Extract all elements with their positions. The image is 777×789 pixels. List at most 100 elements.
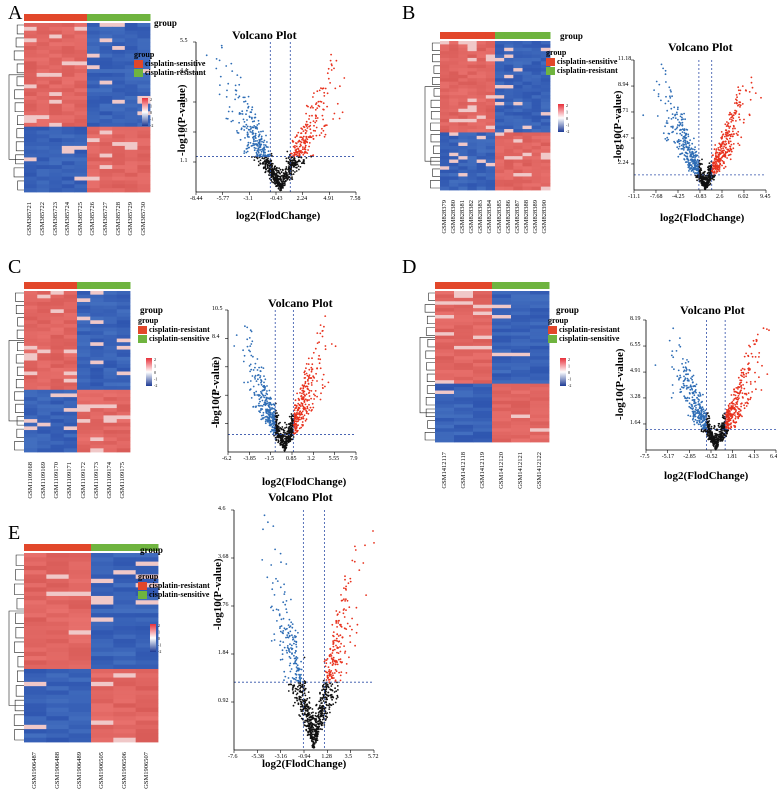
volcano-point-c xyxy=(281,426,283,428)
heat-cell-a xyxy=(24,123,37,127)
volcano-point-b xyxy=(679,133,681,135)
heat-cell-d xyxy=(435,439,454,443)
volcano-point-a xyxy=(302,154,304,156)
heat-cell-d xyxy=(454,373,473,377)
heat-cell-b xyxy=(523,143,533,147)
heat-cell-b xyxy=(486,153,496,157)
volcano-point-a xyxy=(253,145,255,147)
heat-cell-c xyxy=(90,306,104,310)
heat-cell-a xyxy=(62,131,75,135)
volcano-point-b xyxy=(734,102,736,104)
heat-cell-b xyxy=(513,102,523,106)
volcano-point-c xyxy=(283,449,285,451)
volcano-point-b xyxy=(676,128,678,130)
volcano-point-b xyxy=(738,116,740,118)
heat-cell-d xyxy=(435,332,454,336)
heat-cell-a xyxy=(62,169,75,173)
volcano-point-c xyxy=(308,392,310,394)
volcano-point-b xyxy=(719,163,721,165)
heat-cell-a xyxy=(125,81,138,85)
group-bar-c-0 xyxy=(24,282,38,289)
x-tick-b: 9.45 xyxy=(760,194,771,200)
volcano-point-a xyxy=(306,152,308,154)
heat-cell-c xyxy=(104,415,118,419)
volcano-point-d xyxy=(692,399,694,401)
heat-cell-a xyxy=(112,188,125,192)
heat-cell-a xyxy=(62,123,75,127)
heat-cell-c xyxy=(37,313,51,317)
heat-cell-a xyxy=(62,180,75,184)
heat-cell-c xyxy=(104,386,118,390)
volcano-point-a xyxy=(316,135,318,137)
heat-cell-a xyxy=(37,150,50,154)
volcano-point-d xyxy=(753,340,755,342)
heat-cell-a xyxy=(74,119,87,123)
heat-cell-c xyxy=(51,328,65,332)
volcano-point-c xyxy=(308,413,310,415)
volcano-point-a xyxy=(263,144,265,146)
volcano-point-c xyxy=(316,380,318,382)
heat-cell-b xyxy=(495,105,505,109)
heat-cell-d xyxy=(530,315,549,319)
volcano-point-b xyxy=(694,156,696,158)
volcano-point-c xyxy=(312,380,314,382)
heat-cell-c xyxy=(24,448,38,452)
volcano-point-a xyxy=(230,63,232,65)
heat-cell-a xyxy=(24,173,37,177)
heat-cell-a xyxy=(87,46,100,50)
heat-cell-d xyxy=(492,349,511,353)
heat-cell-c xyxy=(117,313,131,317)
volcano-point-a xyxy=(243,101,245,103)
heat-cell-a xyxy=(87,188,100,192)
volcano-point-b xyxy=(733,143,735,145)
heat-cell-c xyxy=(117,291,131,295)
volcano-point-b xyxy=(729,145,731,147)
volcano-point-b xyxy=(688,142,690,144)
heat-cell-c xyxy=(64,404,78,408)
heat-cell-b xyxy=(486,78,496,82)
heat-cell-b xyxy=(486,143,496,147)
volcano-point-a xyxy=(269,168,271,170)
volcano-point-c xyxy=(313,352,315,354)
panel-label-d: D xyxy=(402,256,416,279)
heat-cell-b xyxy=(449,92,459,96)
heat-cell-c xyxy=(37,375,51,379)
heat-cell-b xyxy=(495,102,505,106)
heat-cell-b xyxy=(477,112,487,116)
volcano-point-b xyxy=(737,86,739,88)
heat-cell-b xyxy=(486,129,496,133)
sample-label-c: GSM1109175 xyxy=(119,462,126,499)
volcano-point-c xyxy=(294,417,296,419)
heat-cell-b xyxy=(495,55,505,59)
heat-cell-b xyxy=(440,160,450,164)
volcano-point-b xyxy=(709,171,711,173)
volcano-point-a xyxy=(254,156,256,158)
group-title-top-d: group xyxy=(556,305,579,315)
heat-cell-b xyxy=(532,116,542,120)
volcano-point-b xyxy=(683,113,685,115)
volcano-point-b xyxy=(718,161,720,163)
heat-cell-b xyxy=(468,95,478,99)
volcano-point-a xyxy=(267,165,269,167)
volcano-point-c xyxy=(323,326,325,328)
sample-label-c: GSM1109172 xyxy=(80,462,87,499)
volcano-point-a xyxy=(296,135,298,137)
volcano-point-a xyxy=(301,139,303,141)
volcano-point-c xyxy=(250,388,252,390)
heat-cell-d xyxy=(511,325,530,329)
heat-cell-b xyxy=(449,146,459,150)
heat-cell-b xyxy=(477,143,487,147)
heat-cell-a xyxy=(112,157,125,161)
volcano-point-c xyxy=(259,377,261,379)
y-tick-a: 1.1 xyxy=(180,158,188,164)
heat-cell-d xyxy=(511,387,530,391)
volcano-point-c xyxy=(273,435,275,437)
heat-cell-c xyxy=(64,401,78,405)
volcano-point-c xyxy=(302,403,304,405)
heat-cell-c xyxy=(117,372,131,376)
heat-cell-a xyxy=(49,54,62,58)
heat-cell-c xyxy=(37,412,51,416)
volcano-point-b xyxy=(686,158,688,160)
